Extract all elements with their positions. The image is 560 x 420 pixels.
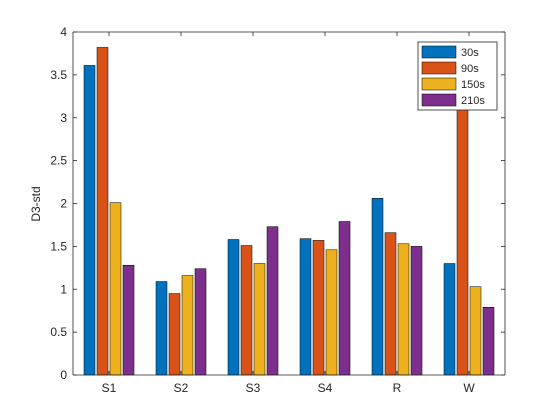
- y-tick-label: 0: [60, 368, 67, 382]
- bar-s2-210s: [194, 268, 207, 376]
- x-tick-label: S4: [318, 381, 333, 395]
- y-tick-label: 3.5: [50, 68, 67, 82]
- bar-s3-210s: [266, 226, 279, 376]
- bar-s1-210s: [122, 264, 135, 376]
- bar-r-210s: [410, 246, 423, 376]
- legend-label-30s: 30s: [461, 47, 479, 59]
- y-tick-label: 1.5: [50, 239, 67, 253]
- bar-s2-90s: [168, 293, 181, 376]
- bar-s1-30s: [83, 65, 96, 376]
- y-tick-label: 2: [60, 197, 67, 211]
- legend-swatch-210s: [421, 93, 457, 107]
- y-tick-label: 4: [60, 25, 67, 39]
- bar-r-90s: [384, 232, 397, 376]
- y-tick-label: 3: [60, 111, 67, 125]
- x-tick-label: W: [463, 381, 475, 395]
- x-tick-label: S1: [102, 381, 117, 395]
- x-tick-label: R: [393, 381, 402, 395]
- legend-swatch-90s: [421, 61, 457, 75]
- x-tick-label: S3: [246, 381, 261, 395]
- legend-label-90s: 90s: [461, 63, 479, 75]
- bar-w-210s: [482, 307, 495, 376]
- y-axis-label: D3-std: [29, 186, 43, 221]
- bar-w-90s: [456, 91, 469, 376]
- y-tick-label: 2.5: [50, 154, 67, 168]
- bar-s4-30s: [299, 238, 312, 376]
- bar-s3-90s: [240, 245, 253, 376]
- x-tick-label: S2: [174, 381, 189, 395]
- bar-s3-30s: [227, 239, 240, 376]
- bar-s2-150s: [181, 275, 194, 376]
- bar-s1-150s: [109, 202, 122, 376]
- legend-swatch-150s: [421, 77, 457, 91]
- legend: 30s 90s 150s 210s: [417, 41, 498, 111]
- bar-r-150s: [397, 243, 410, 376]
- bar-s2-30s: [155, 281, 168, 376]
- bar-s4-150s: [325, 249, 338, 376]
- bar-w-30s: [443, 263, 456, 376]
- legend-swatch-30s: [421, 45, 457, 59]
- y-tick-label: 1: [60, 282, 67, 296]
- axes-group: 0 0.5 1 1.5 2 2.5 3 3.5 4 S1 S2 S3 S4 R W: [50, 25, 506, 395]
- bar-r-30s: [371, 198, 384, 376]
- y-tick-label: 0.5: [50, 325, 67, 339]
- bar-w-150s: [469, 286, 482, 376]
- legend-label-210s: 210s: [461, 95, 485, 107]
- bar-s4-210s: [338, 221, 351, 376]
- bar-s4-90s: [312, 240, 325, 376]
- legend-label-150s: 150s: [461, 79, 485, 91]
- bar-s3-150s: [253, 263, 266, 376]
- bar-s1-90s: [96, 47, 109, 376]
